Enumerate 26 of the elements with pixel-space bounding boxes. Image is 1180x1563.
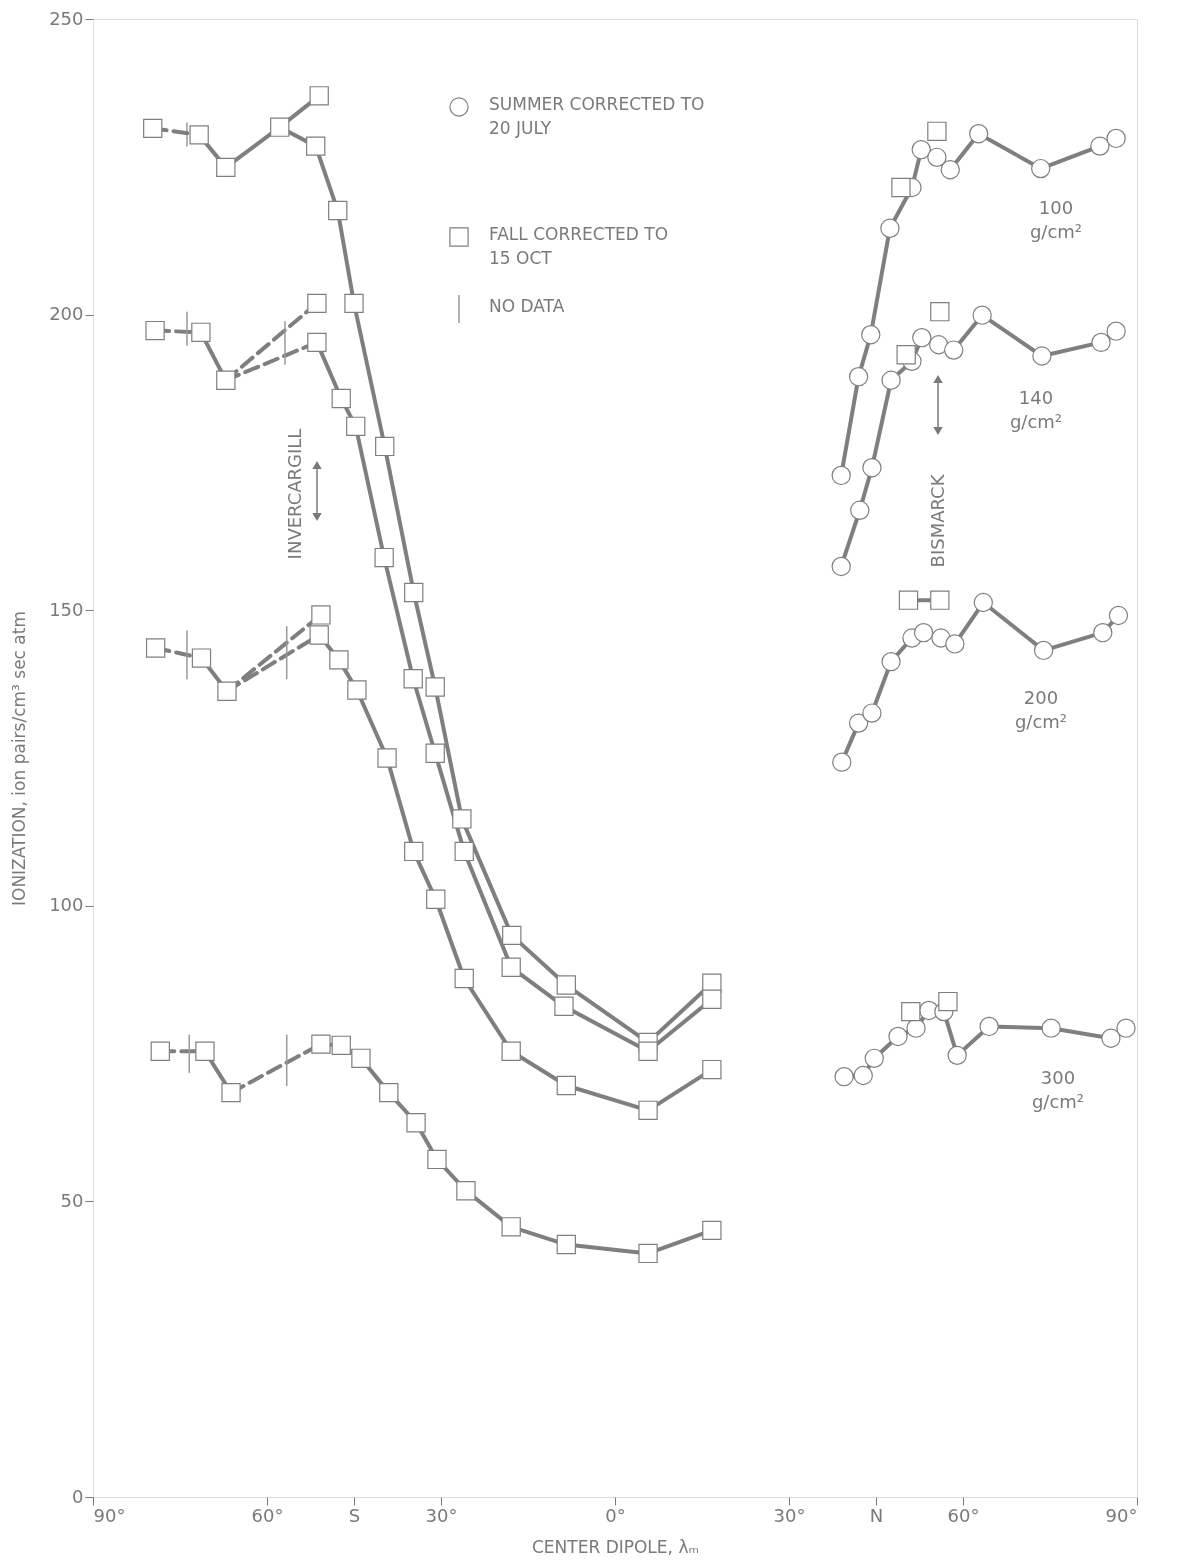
annotation: 100 g/cm² [1029,197,1083,242]
x-tick-label: S [348,1504,361,1526]
annotation: 140 g/cm² [1009,387,1063,432]
legend-label: NO DATA [489,296,565,316]
y-tick-label: 250 [49,7,84,29]
x-tick-label: 30° [425,1504,458,1526]
y-tick-label: 150 [49,598,84,620]
annotation: INVERCARGILL [284,428,305,560]
legend-label: FALL CORRECTED TO 15 OCT [489,224,669,268]
y-tick-label: 50 [60,1189,84,1211]
annotation: 200 g/cm² [1014,687,1068,732]
x-tick-label: N [869,1504,884,1526]
x-tick-label: 60° [947,1504,980,1526]
x-tick-label: 0° [605,1504,626,1526]
annotation: BISMARCK [927,473,948,568]
y-axis-title: IONIZATION, ion pairs/cm³ sec atm [9,610,30,907]
x-axis-title: CENTER DIPOLE, λₘ [531,1536,700,1557]
annotation: 300 g/cm² [1031,1067,1085,1112]
x-tick-label: 60° [251,1504,284,1526]
y-tick-label: 200 [49,303,84,325]
x-tick-label: 30° [773,1504,806,1526]
legend-label: SUMMER CORRECTED TO 20 JULY [489,94,705,138]
x-tick-label: 90° [1105,1504,1138,1526]
y-tick-label: 100 [49,894,84,916]
x-tick-label: 90° [93,1504,126,1526]
y-tick-label: 0 [72,1485,84,1507]
